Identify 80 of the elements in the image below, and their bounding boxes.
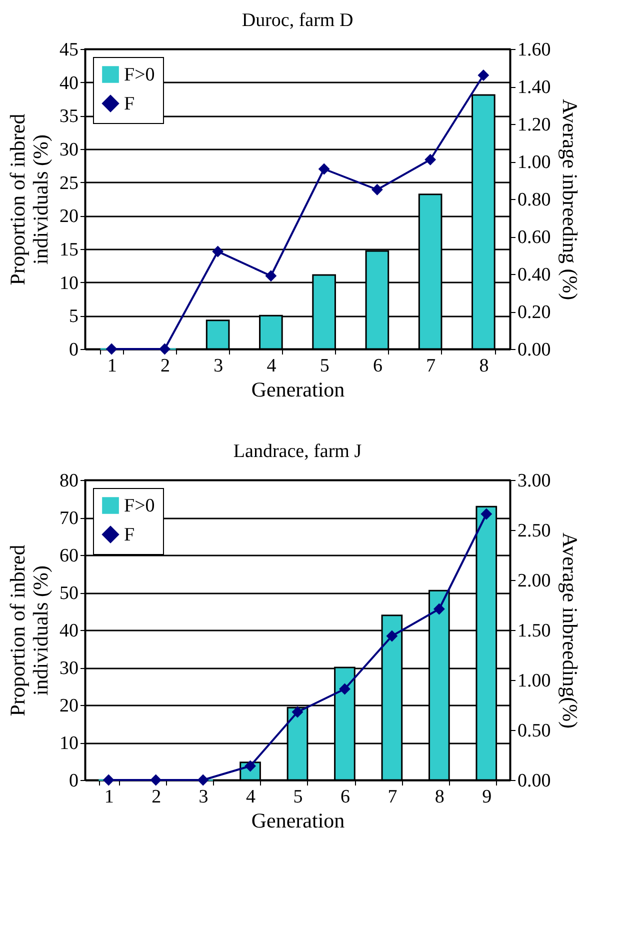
- y2-tick-label: 0.40: [518, 264, 551, 286]
- y-tick-label: 70: [60, 508, 78, 529]
- x-tick-label: 4: [246, 786, 256, 808]
- point: [158, 343, 170, 355]
- y-tick-label: 40: [60, 620, 78, 642]
- point: [212, 246, 224, 258]
- y2-tick-label: 1.20: [518, 114, 551, 136]
- point: [478, 70, 490, 81]
- point: [371, 184, 383, 196]
- point: [318, 163, 330, 175]
- y-tick-label: 80: [60, 470, 78, 492]
- chart-title: Duroc, farm D: [242, 10, 354, 31]
- y2-tick-label: 1.60: [518, 40, 551, 60]
- y2-tick-label: 0.00: [518, 340, 551, 360]
- x-tick-label: 8: [479, 356, 489, 376]
- y-tick-label: 15: [60, 240, 78, 260]
- point: [424, 154, 436, 166]
- y-tick-label: 10: [60, 733, 78, 754]
- y-tick-label: 45: [60, 40, 78, 60]
- legend-label: F: [124, 524, 135, 546]
- y2-tick-label: 1.40: [518, 77, 551, 98]
- y2-tick-label: 1.00: [518, 670, 551, 692]
- y2-tick-label: 0.20: [518, 302, 551, 323]
- point: [339, 683, 350, 695]
- point: [197, 774, 209, 786]
- legend-label: F>0: [124, 496, 155, 516]
- point: [106, 343, 118, 355]
- x-axis-title: Generation: [251, 808, 346, 832]
- y-tick-label: 30: [60, 658, 78, 679]
- y2-tick-label: 1.50: [518, 620, 551, 642]
- point: [265, 270, 277, 282]
- y2-axis-title: Average inbreeding (%): [558, 98, 582, 300]
- x-tick-label: 3: [198, 786, 208, 808]
- y-tick-label: 35: [60, 106, 78, 128]
- y2-tick-label: 2.50: [518, 520, 551, 542]
- x-tick-label: 5: [320, 356, 330, 376]
- x-tick-label: 2: [160, 356, 170, 376]
- legend-label: F: [124, 94, 135, 114]
- x-tick-label: 4: [266, 356, 277, 376]
- y2-axis-title: Average inbreeding(%): [558, 532, 582, 729]
- point: [102, 774, 114, 786]
- y-tick-label: 5: [69, 306, 78, 328]
- x-tick-label: 2: [152, 786, 162, 808]
- y2-tick-label: 2.00: [518, 570, 551, 592]
- x-tick-label: 5: [293, 786, 303, 808]
- x-tick-label: 7: [388, 786, 398, 808]
- point: [386, 630, 398, 642]
- y-tick-label: 60: [60, 546, 78, 566]
- x-tick-label: 1: [104, 786, 114, 808]
- x-tick-label: 6: [340, 786, 350, 808]
- y-tick-label: 0: [69, 770, 78, 792]
- y-tick-label: 30: [60, 140, 78, 160]
- y-axis-title: Proportion of inbred individuals (%): [6, 544, 52, 716]
- x-axis-title: Generation: [251, 378, 346, 402]
- x-tick-label: 1: [107, 356, 117, 376]
- y-tick-label: 20: [60, 696, 78, 716]
- y2-tick-label: 0.00: [518, 770, 551, 792]
- y2-tick-label: 0.80: [518, 190, 551, 210]
- x-tick-label: 6: [372, 356, 382, 376]
- point: [433, 603, 445, 615]
- y-tick-label: 20: [60, 206, 78, 228]
- y2-tick-label: 0.50: [518, 720, 551, 742]
- y2-tick-label: 1.00: [518, 152, 551, 173]
- chart-title: Landrace, farm J: [233, 441, 362, 462]
- y-tick-label: 25: [60, 172, 78, 194]
- legend-label: F>0: [124, 64, 155, 86]
- x-tick-label: 9: [482, 786, 492, 808]
- y2-tick-label: 0.60: [518, 227, 551, 248]
- point: [480, 508, 492, 520]
- point: [150, 774, 162, 786]
- point: [292, 706, 304, 718]
- y2-tick-label: 3.00: [518, 470, 551, 492]
- y-tick-label: 10: [60, 272, 78, 294]
- x-tick-label: 7: [426, 356, 436, 376]
- y-tick-label: 0: [69, 340, 78, 360]
- y-axis-title: Proportion of inbred individuals (%): [6, 113, 52, 286]
- x-tick-label: 8: [434, 786, 444, 808]
- y-tick-label: 50: [60, 583, 78, 604]
- y-tick-label: 40: [60, 72, 78, 94]
- x-tick-label: 3: [214, 356, 224, 376]
